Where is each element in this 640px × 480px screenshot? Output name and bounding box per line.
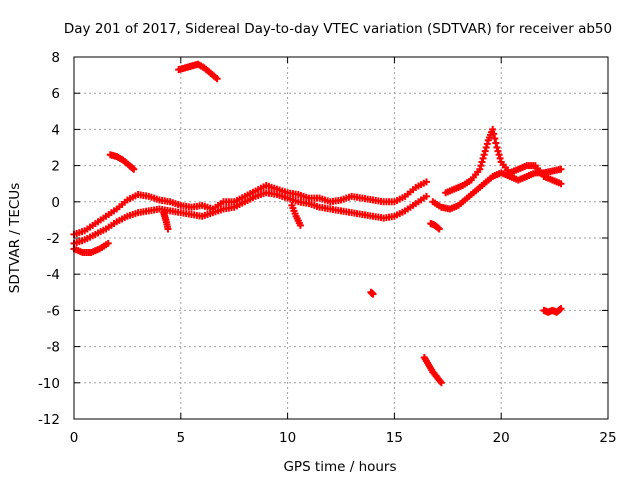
data-point [495, 151, 503, 159]
data-point [369, 290, 377, 298]
data-point [104, 239, 112, 247]
data-point [296, 221, 304, 229]
data-point [492, 139, 500, 147]
y-tick-label: -10 [38, 376, 60, 392]
data-point [480, 151, 488, 159]
series-track-k [367, 288, 377, 298]
grid [74, 57, 608, 419]
data-point [479, 154, 487, 162]
data-point [164, 225, 172, 233]
x-tick-label: 25 [599, 430, 616, 446]
axis-ticks: 0 5 10 15 20 25 -12 -10 -8 -6 -4 -2 0 2 4 6 8 [38, 50, 617, 446]
y-axis-label: SDTVAR / TECUs [7, 183, 23, 293]
data-point [493, 144, 501, 151]
series-track-c [70, 239, 112, 256]
data-point [494, 147, 502, 155]
series-track-m [288, 201, 304, 229]
series-track-j [427, 220, 443, 233]
series-track-f [175, 60, 221, 83]
x-tick-label: 10 [279, 430, 296, 446]
data-point [130, 165, 138, 173]
x-tick-label: 0 [70, 430, 79, 446]
y-tick-label: -2 [47, 231, 60, 247]
data-point [213, 75, 221, 83]
series-track-g [106, 151, 138, 173]
data-point [491, 134, 499, 142]
data-point [478, 158, 486, 166]
y-tick-label: 0 [51, 195, 60, 211]
y-tick-label: 2 [51, 159, 60, 175]
y-tick-label: 6 [51, 86, 60, 102]
y-tick-label: -6 [47, 303, 60, 319]
data-point [437, 379, 445, 387]
data-point [496, 154, 504, 162]
y-tick-label: 4 [51, 122, 60, 138]
series-track-h [420, 353, 445, 387]
data-point [557, 165, 565, 173]
x-tick-label: 15 [386, 430, 403, 446]
series-track-e [442, 125, 565, 197]
y-tick-label: 8 [51, 50, 60, 66]
data-point [483, 140, 491, 148]
y-tick-label: -4 [47, 267, 60, 283]
data-point [422, 192, 430, 200]
data-point [489, 125, 497, 133]
x-tick-label: 5 [177, 430, 186, 446]
x-tick-label: 20 [493, 430, 510, 446]
data-point [482, 144, 490, 151]
data-point [490, 130, 498, 138]
series-track-d [429, 165, 565, 213]
series-track-l [160, 209, 172, 233]
y-tick-label: -8 [47, 340, 60, 356]
plot-frame [73, 56, 609, 420]
data-point [435, 225, 443, 233]
data-point [422, 178, 430, 186]
series-track-i [540, 305, 565, 316]
data-point [481, 147, 489, 155]
series-track-a [70, 178, 430, 238]
x-axis-label: GPS time / hours [283, 459, 396, 475]
data-point [477, 162, 485, 170]
y-tick-label: -12 [38, 412, 60, 428]
chart-title: Day 201 of 2017, Sidereal Day-to-day VTE… [64, 21, 612, 37]
data-points [70, 60, 565, 387]
data-point [476, 165, 484, 173]
data-point [557, 305, 565, 313]
data-point [557, 180, 565, 188]
